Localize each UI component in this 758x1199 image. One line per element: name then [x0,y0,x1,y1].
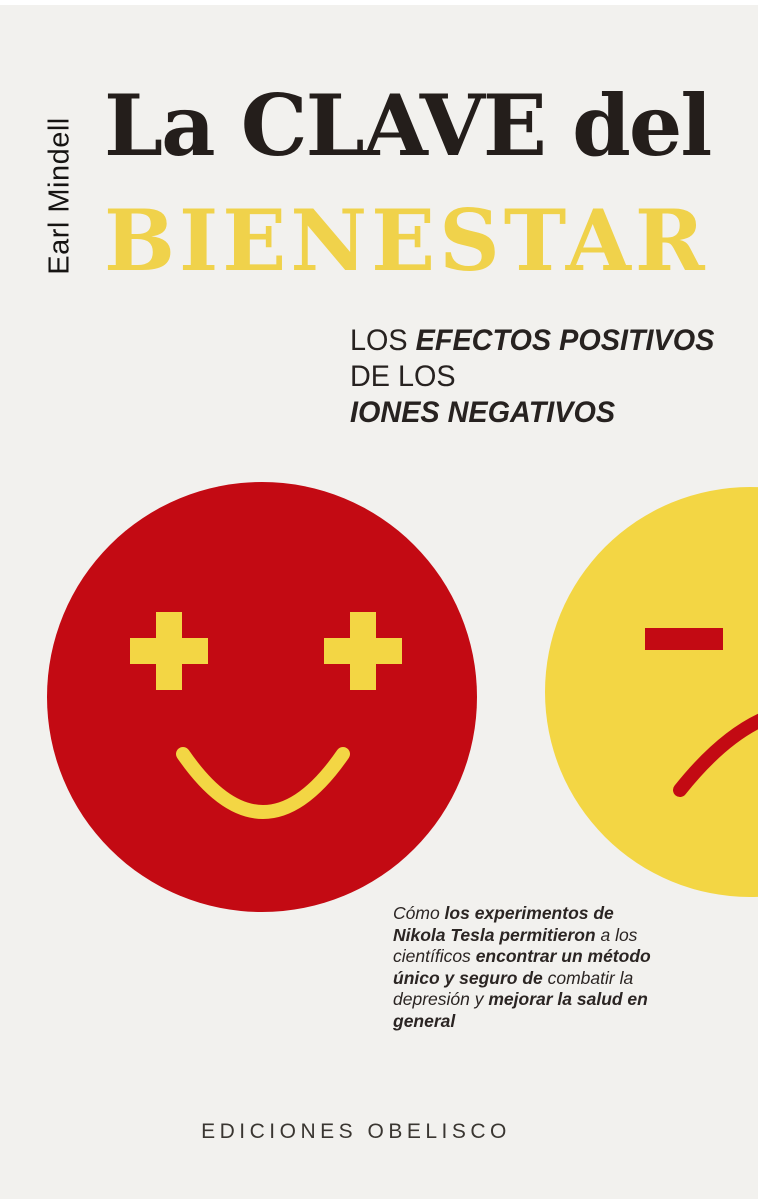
sad-face-circle [545,487,758,897]
frown-mouth [673,713,758,797]
title-line-1: La CLAVE del [104,76,712,175]
tagline-paragraph: Cómo los experimentos de Nikola Tesla per… [393,903,651,1033]
author-name-vertical: Earl Mindell [43,117,76,275]
publisher-imprint: EDICIONES OBELISCO [201,1120,511,1143]
subtitle: LOS EFECTOS POSITIVOS DE LOS IONES NEGATIV… [350,323,714,431]
text-line: Cómo los experimentos de [393,903,614,923]
text-line: depresión y mejorar la salud en [393,989,648,1010]
plus-eye-right [324,612,402,690]
text-line: científicos encontrar un método [393,946,651,967]
minus-eye [645,628,723,650]
text-line: único y seguro de combatir la [393,967,634,988]
happy-face-circle [47,482,477,912]
title-line-2: BIENESTAR [104,191,709,290]
text-line: DE LOS [350,360,456,393]
top-edge-strip [0,0,758,5]
text-line: Nikola Tesla permitieron a los [393,924,638,945]
happy-face-icon [47,482,477,912]
text-line: IONES NEGATIVOS [350,396,616,429]
smile-mouth [176,747,350,819]
text-line: LOS EFECTOS POSITIVOS [350,324,715,357]
text-line: general [393,1010,456,1031]
sad-face-icon [545,487,758,897]
plus-eye-left [130,612,208,690]
